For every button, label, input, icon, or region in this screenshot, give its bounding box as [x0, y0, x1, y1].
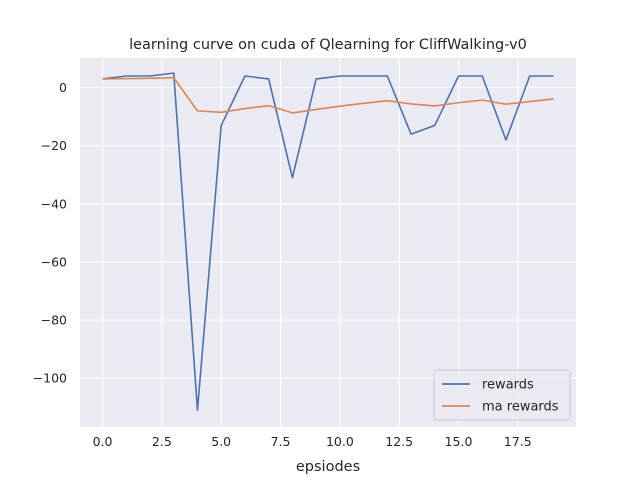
y-tick-label: −20: [41, 138, 67, 153]
y-tick-label: −40: [41, 196, 67, 211]
y-tick-label: −60: [41, 254, 67, 269]
x-axis-ticks: 0.0 2.5 5.0 7.5 10.0 12.5 15.0 17.5: [93, 434, 532, 449]
series-lines: [102, 72, 554, 411]
x-tick-label: 5.0: [211, 434, 231, 449]
y-tick-label: 0: [59, 80, 67, 95]
legend-label: ma rewards: [482, 400, 559, 415]
legend-box: [433, 369, 571, 421]
y-tick-label: −100: [33, 371, 67, 386]
chart-title: learning curve on cuda of Qlearning for …: [129, 37, 527, 53]
x-tick-label: 17.5: [504, 434, 532, 449]
x-tick-label: 15.0: [445, 434, 473, 449]
x-axis-label: epsiodes: [296, 459, 360, 475]
grid-lines: [80, 58, 576, 427]
x-tick-label: 2.5: [152, 434, 172, 449]
x-tick-label: 7.5: [271, 434, 291, 449]
legend: rewards ma rewards: [433, 369, 571, 421]
x-tick-label: 12.5: [385, 434, 413, 449]
x-tick-label: 10.0: [326, 434, 354, 449]
y-axis-ticks: 0 −20 −40 −60 −80 −100: [33, 80, 67, 386]
x-tick-label: 0.0: [93, 434, 113, 449]
series-line-ma-rewards: [102, 76, 554, 114]
y-tick-label: −80: [41, 313, 67, 328]
legend-label: rewards: [482, 378, 534, 393]
series-line-rewards: [102, 72, 554, 411]
plot-area: [80, 58, 576, 427]
